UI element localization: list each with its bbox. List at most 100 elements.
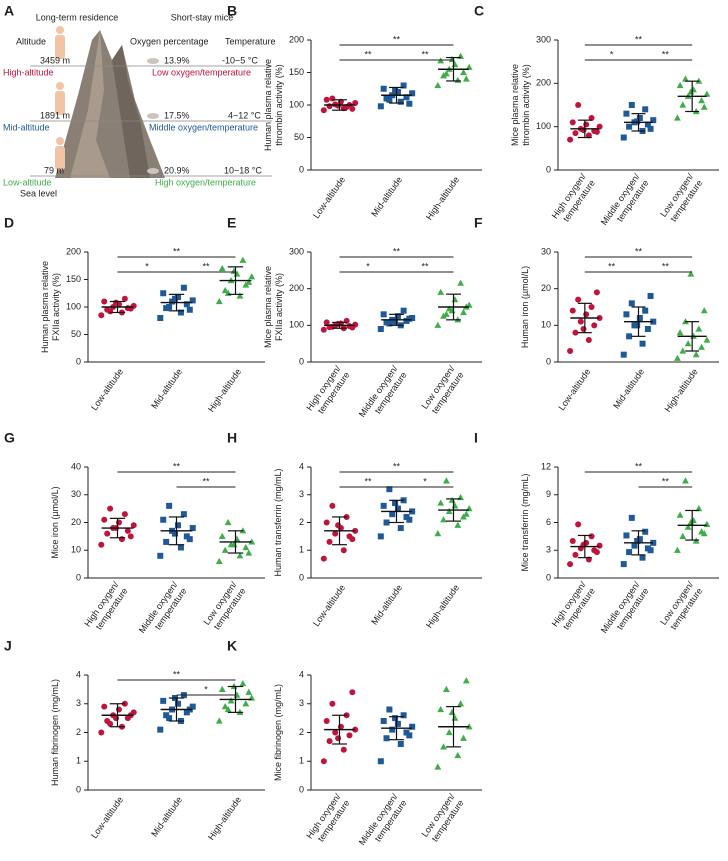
data-point <box>157 315 164 321</box>
panel-label: D <box>4 215 14 231</box>
data-point <box>215 557 223 564</box>
sea-level: Sea level <box>20 188 57 198</box>
mountain <box>55 30 165 178</box>
x-tick-label: Middle oxygen/temperature <box>357 364 409 426</box>
data-point <box>101 516 108 523</box>
data-point <box>346 732 353 739</box>
data-point <box>115 519 122 526</box>
y-axis-label-line: Human transferrin (mg/mL) <box>273 468 283 576</box>
data-point <box>101 703 108 710</box>
y-tick-label: 150 <box>289 67 304 77</box>
data-point <box>434 81 442 89</box>
y-tick-label: 0 <box>76 572 81 582</box>
data-point <box>451 296 459 303</box>
data-point <box>397 98 404 105</box>
data-point <box>157 552 164 559</box>
data-point <box>442 70 450 77</box>
data-point <box>460 734 467 741</box>
data-point <box>394 720 401 727</box>
y-axis-label-line: Human fibrinogen (mg/mL) <box>50 679 60 786</box>
y-axis-label-line: thrombin activity (%) <box>521 64 531 146</box>
y-tick-label: 200 <box>289 283 304 293</box>
data-point <box>442 477 450 484</box>
data-point <box>174 700 181 707</box>
data-point <box>121 511 128 518</box>
data-point <box>596 315 603 321</box>
panel-label: B <box>227 3 237 19</box>
x-tick-label: Low-altitude <box>311 583 347 628</box>
data-point <box>130 522 137 529</box>
data-point <box>166 715 173 722</box>
data-point <box>569 119 576 126</box>
data-point <box>160 290 167 297</box>
y-tick-label: 6 <box>546 517 551 527</box>
y-axis-label-line: thrombin activity (%) <box>274 64 284 146</box>
data-point <box>674 114 681 121</box>
significance-label: ** <box>393 246 401 256</box>
data-point <box>218 532 226 539</box>
panel-label: E <box>227 215 236 231</box>
data-point <box>113 715 120 722</box>
y-tick-label: 10 <box>541 320 551 330</box>
data-point <box>567 348 574 354</box>
oxygen: 13.9% <box>164 55 190 65</box>
significance-label: * <box>423 476 427 486</box>
y-tick-label: 0 <box>546 164 551 174</box>
data-point <box>674 354 681 361</box>
data-point <box>679 101 687 108</box>
y-tick-label: 50 <box>71 329 81 339</box>
data-point <box>634 118 641 125</box>
x-tick-label: Low-altitude <box>89 795 125 840</box>
data-point <box>448 55 456 63</box>
x-tick-label: Low oxygen/temperature <box>658 580 704 634</box>
data-point <box>166 304 173 310</box>
data-point <box>380 85 387 92</box>
y-tick-label: 2 <box>76 727 81 737</box>
y-tick-label: 10 <box>71 545 81 555</box>
data-point <box>389 511 396 518</box>
data-point <box>454 521 462 528</box>
y-tick-label: 100 <box>289 99 304 109</box>
x-tick-label: Low-altitude <box>556 367 592 412</box>
data-point <box>583 121 590 128</box>
data-point <box>332 729 339 736</box>
data-point <box>440 312 447 319</box>
header: Long-term residence <box>36 12 119 22</box>
x-tick-label: Middle oxygen/temperature <box>137 580 189 642</box>
data-point <box>406 315 413 322</box>
data-point <box>572 130 579 137</box>
data-point <box>437 499 445 506</box>
data-point <box>320 107 327 114</box>
data-point <box>434 763 442 770</box>
y-tick-label: 30 <box>71 489 81 499</box>
data-point <box>323 718 330 724</box>
data-point <box>682 477 689 484</box>
data-point <box>703 520 711 527</box>
data-point <box>218 264 226 272</box>
data-point <box>124 527 131 534</box>
x-tick-label: High oxygen/temperature <box>305 364 353 419</box>
data-point <box>242 543 250 551</box>
data-point <box>186 536 193 543</box>
data-point <box>462 677 470 684</box>
data-point <box>98 729 105 736</box>
y-tick-label: 2 <box>299 727 304 737</box>
data-point <box>186 306 193 313</box>
y-axis-label-line: Mice fibrinogen (mg/mL) <box>273 684 283 781</box>
significance-label: ** <box>393 461 401 471</box>
significance-label: ** <box>662 49 670 59</box>
data-point <box>233 535 241 542</box>
data-point <box>700 103 708 110</box>
data-point <box>409 723 416 730</box>
mountain-shade <box>70 30 110 178</box>
significance-label: * <box>610 49 614 59</box>
data-point <box>248 538 256 545</box>
data-point <box>98 312 105 319</box>
y-tick-label: 200 <box>289 34 304 44</box>
y-tick-label: 3 <box>76 698 81 708</box>
x-tick-label: Mid-altitude <box>149 795 184 839</box>
y-tick-label: 20 <box>71 517 81 527</box>
y-axis-label-line: Mice transferrin (mg/mL) <box>520 473 530 571</box>
panel-label: A <box>4 3 14 19</box>
